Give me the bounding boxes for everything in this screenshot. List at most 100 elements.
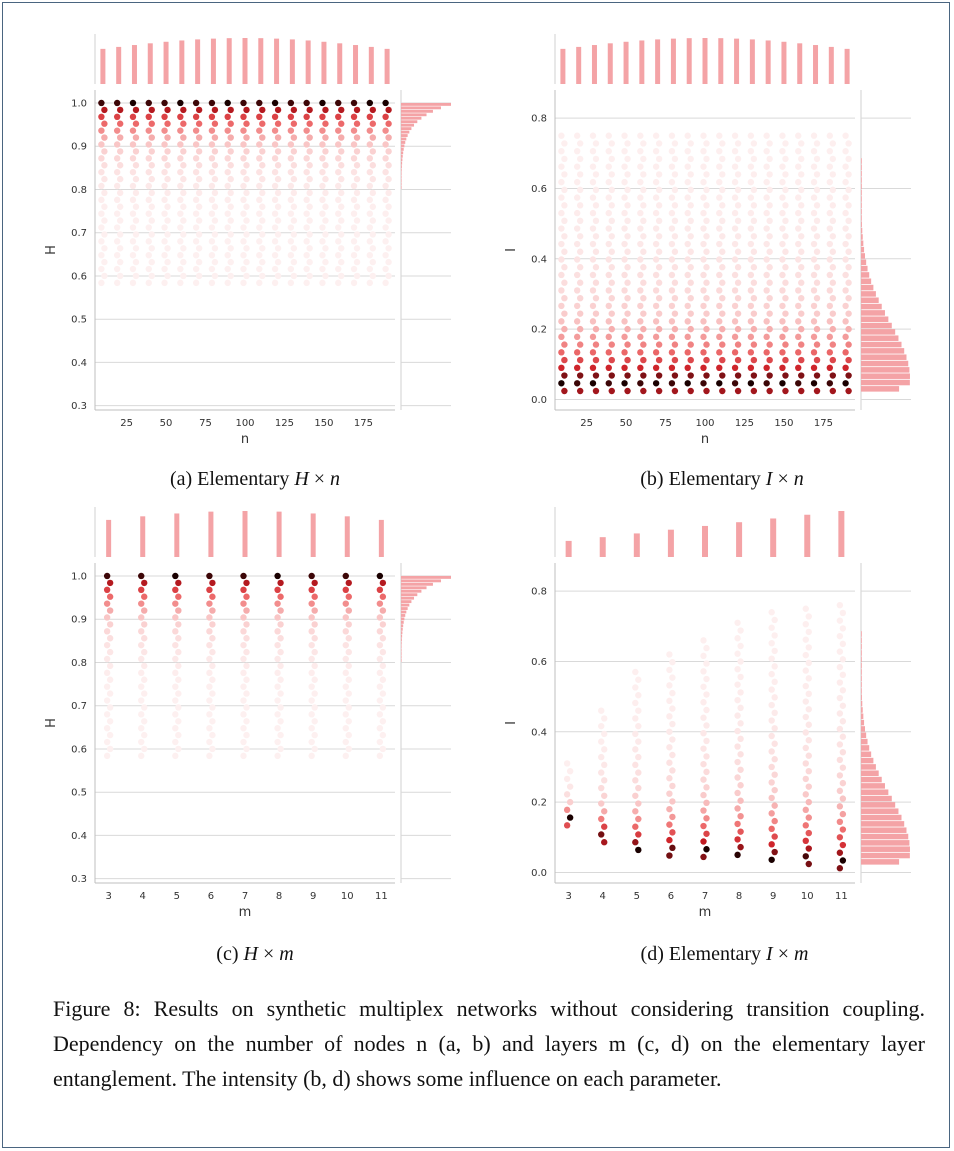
marginal-x-bar	[163, 41, 169, 84]
marginal-x-bar	[384, 48, 390, 84]
scatter-point	[839, 671, 847, 679]
scatter-point	[243, 704, 250, 711]
scatter-point	[635, 815, 642, 823]
scatter-point	[637, 194, 644, 201]
scatter-point	[303, 155, 310, 162]
scatter-point	[845, 341, 852, 348]
scatter-point	[338, 120, 345, 127]
scatter-point	[227, 134, 234, 141]
scatter-point	[164, 106, 171, 114]
marginal-y-bar	[861, 170, 862, 177]
scatter-point	[240, 168, 247, 176]
scatter-point	[319, 279, 326, 287]
scatter-point	[566, 814, 574, 821]
scatter-point	[256, 113, 263, 121]
scatter-point	[129, 155, 137, 162]
scatter-point	[845, 171, 852, 178]
scatter-point	[763, 318, 770, 325]
scatter-point	[319, 210, 326, 217]
scatter-point	[138, 572, 145, 580]
scatter-point	[353, 120, 361, 127]
scatter-point	[810, 163, 818, 170]
scatter-point	[382, 127, 389, 134]
scatter-point	[206, 752, 213, 760]
scatter-point	[350, 127, 358, 134]
scatter-point	[208, 113, 216, 121]
scatter-point	[561, 387, 568, 395]
scatter-point	[810, 132, 818, 139]
marginal-y-bar	[861, 386, 900, 392]
scatter-point	[589, 240, 597, 248]
scatter-point	[98, 155, 105, 162]
scatter-point	[700, 822, 707, 830]
scatter-point	[177, 182, 184, 190]
scatter-point	[782, 140, 789, 147]
scatter-point	[369, 134, 377, 141]
scatter-point	[624, 233, 631, 240]
marginal-y-bar	[401, 175, 402, 179]
scatter-point	[798, 248, 805, 255]
scatter-point	[635, 800, 642, 807]
scatter-point	[141, 648, 148, 656]
scatter-point	[319, 224, 326, 231]
scatter-point	[734, 820, 741, 828]
scatter-point	[703, 248, 710, 255]
scatter-point	[669, 844, 676, 852]
scatter-point	[101, 120, 108, 127]
marginal-y-bar	[861, 246, 865, 253]
marginal-y-bar	[861, 764, 876, 770]
scatter-point	[382, 196, 389, 204]
scatter-point	[719, 155, 726, 163]
scatter-point	[138, 586, 145, 594]
scatter-point	[747, 380, 755, 387]
scatter-point	[798, 372, 805, 379]
scatter-point	[224, 196, 231, 204]
scatter-point	[747, 256, 755, 263]
scatter-point	[243, 593, 250, 600]
scatter-point	[566, 767, 574, 775]
scatter-point	[768, 763, 775, 771]
scatter-point	[243, 148, 250, 155]
scatter-point	[802, 651, 809, 659]
scatter-point	[624, 387, 631, 395]
scatter-point	[558, 318, 565, 325]
scatter-point	[345, 579, 352, 587]
scatter-point	[209, 731, 216, 739]
scatter-point	[684, 163, 691, 170]
scatter-point	[385, 258, 392, 266]
scatter-point	[129, 99, 137, 107]
y-tick-label: 0.2	[531, 798, 547, 809]
y-tick-label: 0.6	[71, 271, 87, 282]
scatter-point	[177, 127, 184, 134]
scatter-point	[734, 712, 741, 719]
scatter-point	[274, 203, 282, 210]
scatter-point	[303, 279, 310, 287]
scatter-point	[640, 171, 647, 178]
scatter-point	[271, 224, 279, 231]
scatter-point	[240, 724, 247, 732]
scatter-point	[734, 279, 742, 286]
scatter-point	[350, 155, 358, 162]
x-tick-label: 75	[659, 418, 672, 429]
scatter-point	[737, 627, 744, 634]
scatter-point	[558, 333, 565, 341]
scatter-point	[172, 669, 179, 677]
marginal-y-bar	[861, 322, 892, 329]
scatter-point	[259, 189, 266, 197]
scatter-point	[810, 256, 818, 263]
caption-d-var: I	[766, 943, 773, 965]
scatter-point	[750, 202, 758, 209]
scatter-point	[98, 210, 105, 217]
scatter-point	[826, 271, 834, 279]
scatter-point	[172, 572, 179, 580]
scatter-point	[845, 248, 852, 255]
scatter-point	[813, 356, 821, 364]
marginal-y-bar	[861, 278, 872, 285]
scatter-point	[766, 264, 773, 271]
scatter-point	[700, 147, 707, 155]
scatter-point	[287, 168, 295, 176]
scatter-point	[608, 248, 615, 255]
caption-b-prefix: (b) Elementary	[640, 468, 766, 490]
scatter-point	[836, 772, 844, 779]
